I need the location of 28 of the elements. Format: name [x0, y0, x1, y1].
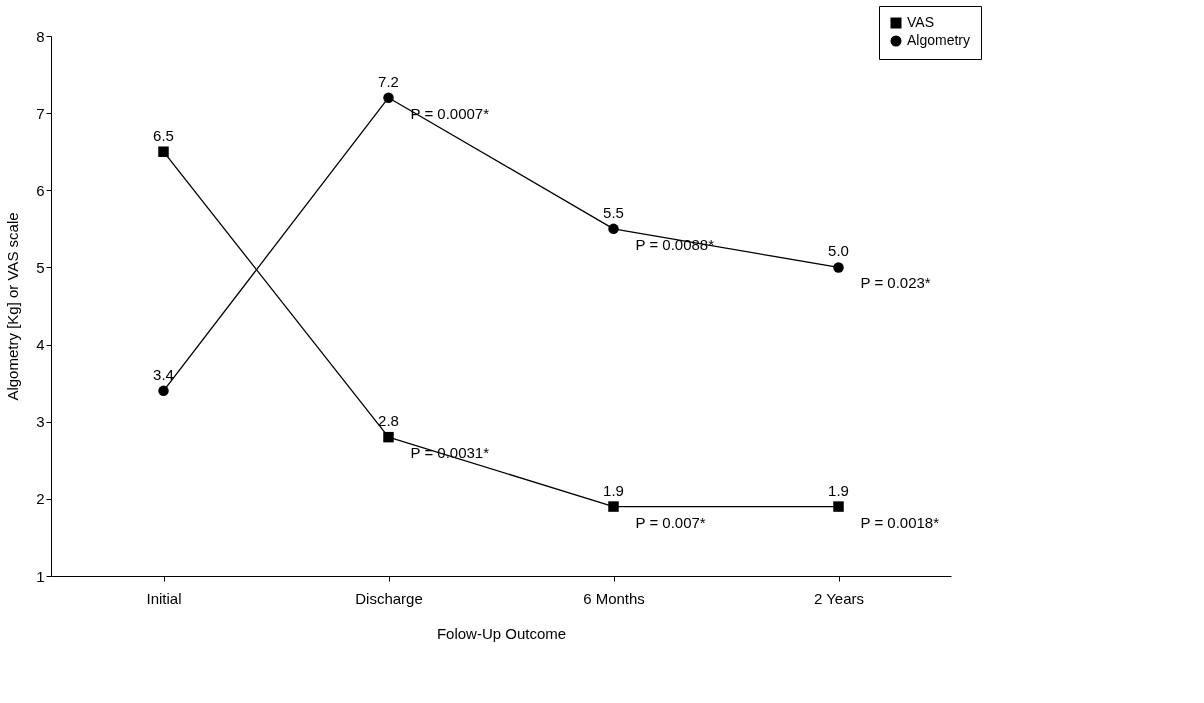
- y-tick-label: 1: [36, 567, 45, 585]
- annotation: P = 0.0088*: [635, 235, 715, 253]
- legend-label: VAS: [907, 14, 934, 30]
- data-label: 7.2: [378, 72, 399, 90]
- y-axis-title: Algometry [Kg] or VAS scale: [4, 212, 22, 401]
- x-tick-label: Initial: [146, 589, 182, 607]
- x-tick-label: 2 Years: [813, 589, 865, 607]
- y-tick-label: 4: [36, 336, 45, 354]
- data-label: 5.5: [603, 203, 624, 221]
- data-label: 6.5: [153, 126, 174, 144]
- annotation: P = 0.0018*: [860, 513, 940, 531]
- data-label: 5.0: [828, 242, 849, 260]
- y-tick-label: 2: [36, 490, 45, 508]
- data-label: 3.4: [153, 365, 174, 383]
- x-tick-label: 6 Months: [583, 589, 645, 607]
- y-tick-label: 8: [36, 27, 45, 45]
- data-label: 2.8: [378, 412, 399, 430]
- x-tick-label: Discharge: [355, 589, 423, 607]
- annotation: P = 0.007*: [635, 513, 706, 531]
- y-tick-label: 6: [36, 181, 45, 199]
- legend-label: Algometry: [907, 32, 971, 48]
- annotation: P = 0.023*: [860, 274, 931, 292]
- y-tick-label: 7: [36, 104, 45, 122]
- data-label: 1.9: [603, 481, 624, 499]
- y-tick-label: 3: [36, 413, 45, 431]
- data-label: 1.9: [828, 481, 849, 499]
- y-tick-label: 5: [36, 258, 45, 276]
- x-axis-title: Folow-Up Outcome: [436, 624, 567, 642]
